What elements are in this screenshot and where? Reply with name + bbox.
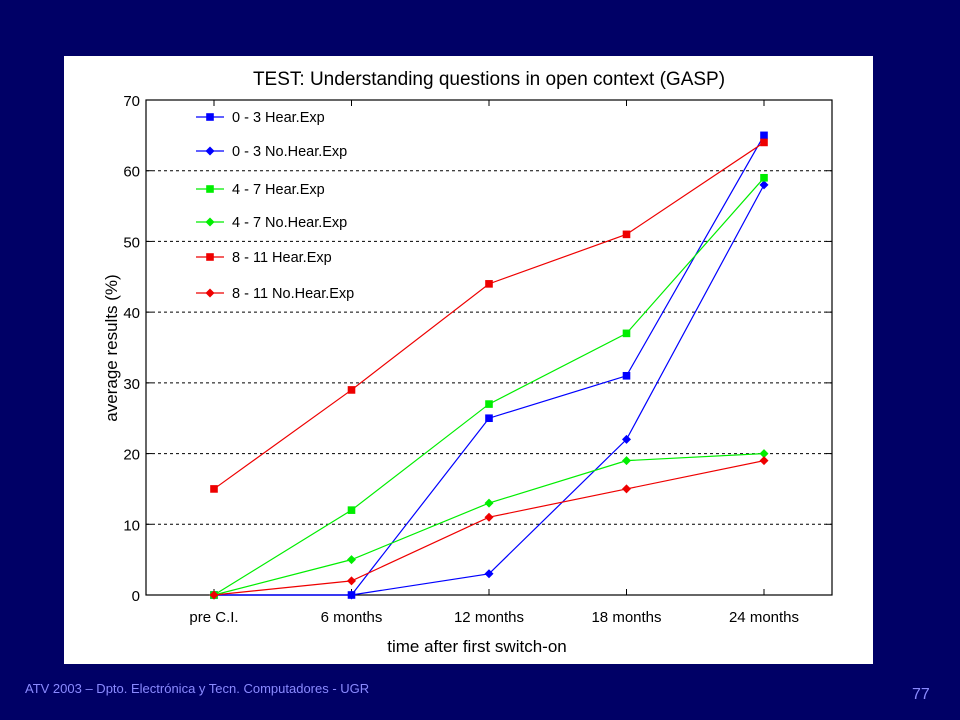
data-point [622, 329, 631, 338]
legend-marker [205, 217, 215, 227]
data-point [760, 173, 768, 182]
data-point [484, 569, 494, 579]
y-tick-label: 20 [123, 447, 140, 464]
data-point [485, 414, 493, 423]
series-line [214, 184, 765, 596]
y-axis-label: average results (%) [102, 274, 121, 421]
legend-label: 8 - 11 Hear.Exp [232, 250, 332, 266]
data-point [622, 371, 631, 380]
data-point [485, 400, 493, 408]
legend-label: 0 - 3 Hear.Exp [232, 110, 325, 126]
slide-footer: ATV 2003 – Dpto. Electrónica y Tecn. Com… [25, 681, 370, 696]
y-tick-label: 0 [132, 588, 140, 605]
x-tick-label: 6 months [321, 609, 383, 626]
data-point [622, 456, 631, 466]
x-tick-label: 12 months [454, 609, 524, 626]
legend-label: 4 - 7 Hear.Exp [232, 182, 325, 198]
x-tick-label: 24 months [729, 609, 799, 626]
data-point [759, 449, 769, 459]
legend-label: 4 - 7 No.Hear.Exp [232, 215, 347, 231]
data-point [484, 498, 494, 508]
data-point [622, 230, 631, 239]
data-point [347, 576, 356, 586]
data-point [760, 138, 768, 147]
series-line [214, 135, 765, 596]
x-tick-label: 18 months [591, 609, 661, 626]
data-point [760, 131, 768, 140]
data-point [347, 590, 356, 600]
data-point [210, 485, 218, 493]
legend-marker [206, 253, 214, 261]
chart-title: TEST: Understanding questions in open co… [253, 69, 725, 90]
data-point [759, 180, 769, 190]
y-tick-label: 40 [123, 305, 140, 322]
legend-marker [205, 146, 215, 156]
y-tick-label: 30 [123, 376, 140, 393]
data-point [759, 456, 769, 466]
y-tick-label: 60 [123, 164, 140, 181]
data-point [485, 280, 493, 288]
x-tick-label: pre C.I. [189, 609, 238, 626]
series-line [213, 177, 765, 596]
y-tick-label: 10 [123, 517, 140, 534]
legend-label: 8 - 11 No.Hear.Exp [232, 286, 354, 302]
y-tick-label: 50 [123, 234, 140, 251]
legend-marker [205, 288, 215, 298]
chart-panel: TEST: Understanding questions in open co… [64, 56, 873, 664]
slide-number: 77 [912, 686, 930, 703]
data-point [622, 434, 631, 444]
data-point [347, 506, 356, 514]
line-chart: TEST: Understanding questions in open co… [102, 69, 833, 656]
x-axis-label: time after first switch-on [387, 637, 567, 656]
data-point [209, 590, 219, 600]
legend-label: 0 - 3 No.Hear.Exp [232, 144, 347, 160]
legend-marker [206, 185, 214, 193]
legend-marker [206, 113, 214, 121]
data-point [347, 555, 356, 565]
y-tick-label: 70 [123, 93, 140, 110]
data-point [347, 386, 356, 394]
data-point [484, 512, 494, 522]
data-point [622, 484, 631, 494]
